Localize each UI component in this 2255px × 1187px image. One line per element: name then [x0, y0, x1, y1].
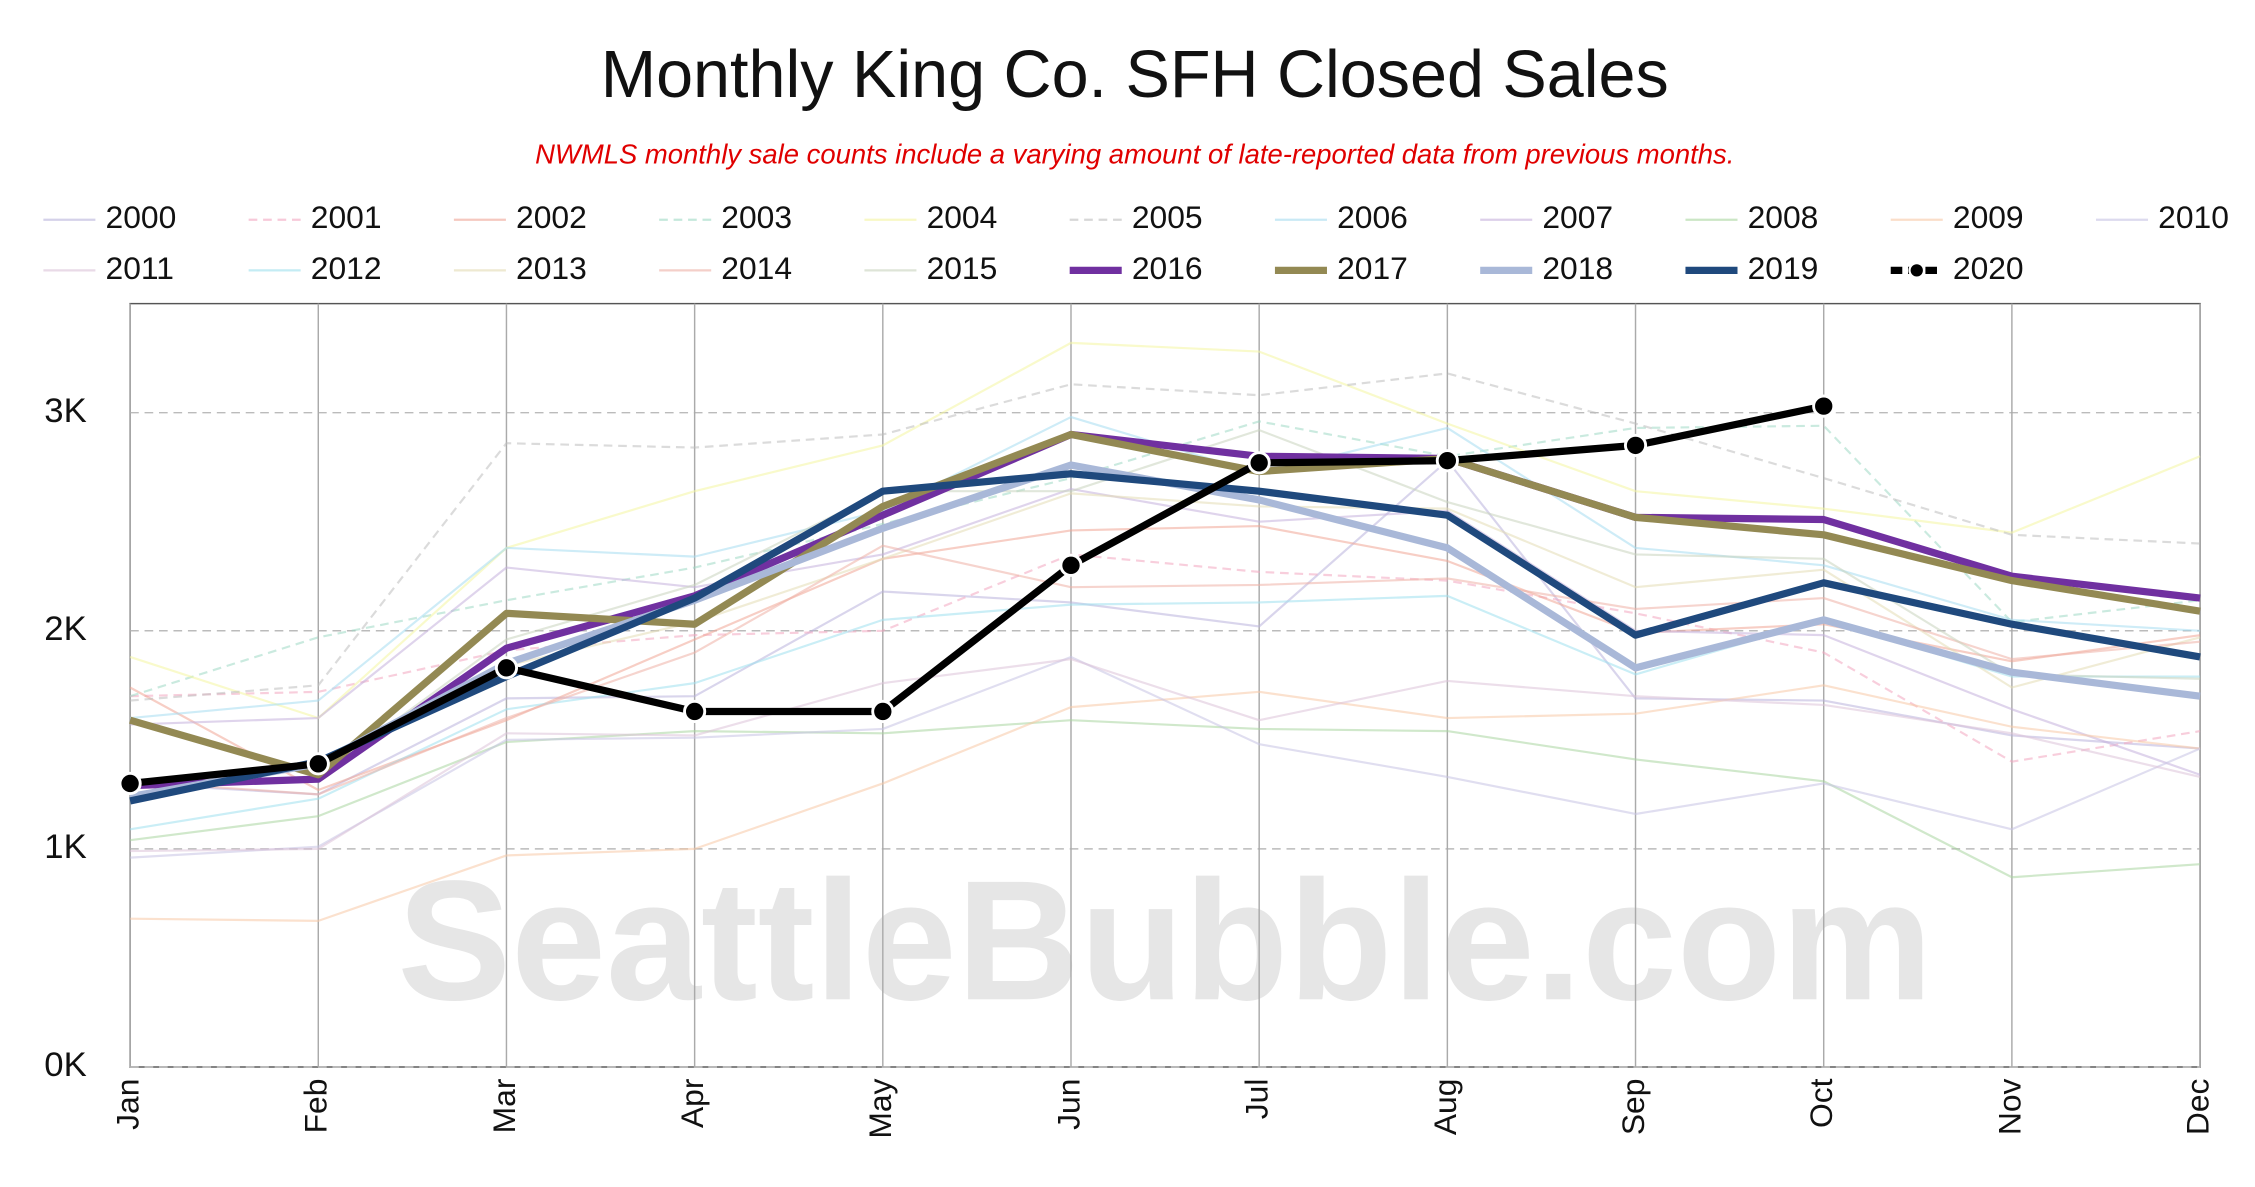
chart-subtitle: NWMLS monthly sale counts include a vary… — [535, 138, 1734, 169]
legend-label: 2015 — [927, 250, 998, 286]
legend-label: 2017 — [1337, 250, 1408, 286]
x-tick-label: Dec — [2179, 1078, 2215, 1135]
watermark: SeattleBubble.com — [397, 846, 1932, 1036]
series-marker — [306, 752, 330, 776]
x-tick-label: Nov — [1991, 1078, 2027, 1135]
series-line — [130, 553, 2201, 763]
series-line — [129, 719, 2201, 879]
legend-label: 2005 — [1132, 199, 1203, 235]
x-tick-label: Jan — [110, 1079, 146, 1130]
series-marker — [118, 771, 142, 796]
series-marker — [1247, 451, 1271, 475]
series-line — [129, 430, 2201, 790]
series-line — [130, 658, 2201, 853]
legend-label: 2012 — [311, 250, 382, 286]
chart-title: Monthly King Co. SFH Closed Sales — [601, 38, 1669, 112]
series-marker — [683, 699, 707, 724]
legend-label: 2014 — [721, 250, 792, 286]
legend-label: 2002 — [516, 199, 587, 235]
series-line — [129, 430, 2201, 779]
y-tick-label: 1K — [44, 828, 86, 866]
series-line — [129, 341, 2201, 720]
series-line — [129, 402, 1825, 788]
x-tick-label: Oct — [1803, 1078, 1839, 1128]
x-tick-label: Feb — [298, 1079, 334, 1134]
series-marker — [1623, 433, 1648, 457]
x-tick-label: Apr — [674, 1078, 710, 1128]
series-marker — [1059, 553, 1083, 577]
series-marker — [1435, 449, 1459, 473]
x-tick-label: Jun — [1050, 1079, 1086, 1130]
legend-marker — [1908, 262, 1926, 279]
legend-label: 2004 — [927, 199, 998, 235]
series-line — [129, 470, 2201, 805]
series-marker — [1812, 394, 1836, 418]
x-tick-label: Aug — [1427, 1079, 1463, 1136]
legend-label: 2006 — [1337, 199, 1408, 235]
legend-label: 2019 — [1748, 250, 1819, 286]
y-tick-label: 2K — [44, 610, 86, 648]
series-line — [130, 544, 2201, 796]
legend-label: 2001 — [311, 199, 382, 235]
series-marker — [871, 699, 895, 724]
x-tick-label: May — [862, 1078, 898, 1138]
legend-label: 2010 — [2158, 199, 2229, 235]
series-line — [129, 420, 2201, 698]
series-marker — [494, 656, 519, 680]
legend-label: 2007 — [1542, 199, 1613, 235]
legend-label: 2013 — [516, 250, 587, 286]
legend-label: 2016 — [1132, 250, 1203, 286]
legend-label: 2003 — [721, 199, 792, 235]
legend-label: 2008 — [1748, 199, 1819, 235]
series-line — [130, 372, 2201, 702]
x-tick-label: Sep — [1615, 1079, 1651, 1136]
series-line — [130, 429, 2201, 787]
x-tick-label: Mar — [486, 1078, 522, 1133]
legend-label: 2020 — [1953, 250, 2024, 286]
series-line — [130, 487, 2201, 776]
series-line — [130, 459, 2201, 796]
y-tick-label: 3K — [44, 392, 86, 430]
legend-label: 2011 — [106, 250, 174, 286]
series-line — [129, 525, 2201, 792]
series-line — [130, 655, 2201, 859]
y-tick-label: 0K — [44, 1046, 86, 1084]
legend-label: 2009 — [1953, 199, 2024, 235]
legend-label: 2000 — [106, 199, 177, 235]
x-tick-label: Jul — [1239, 1079, 1275, 1120]
legend-label: 2018 — [1542, 250, 1613, 286]
